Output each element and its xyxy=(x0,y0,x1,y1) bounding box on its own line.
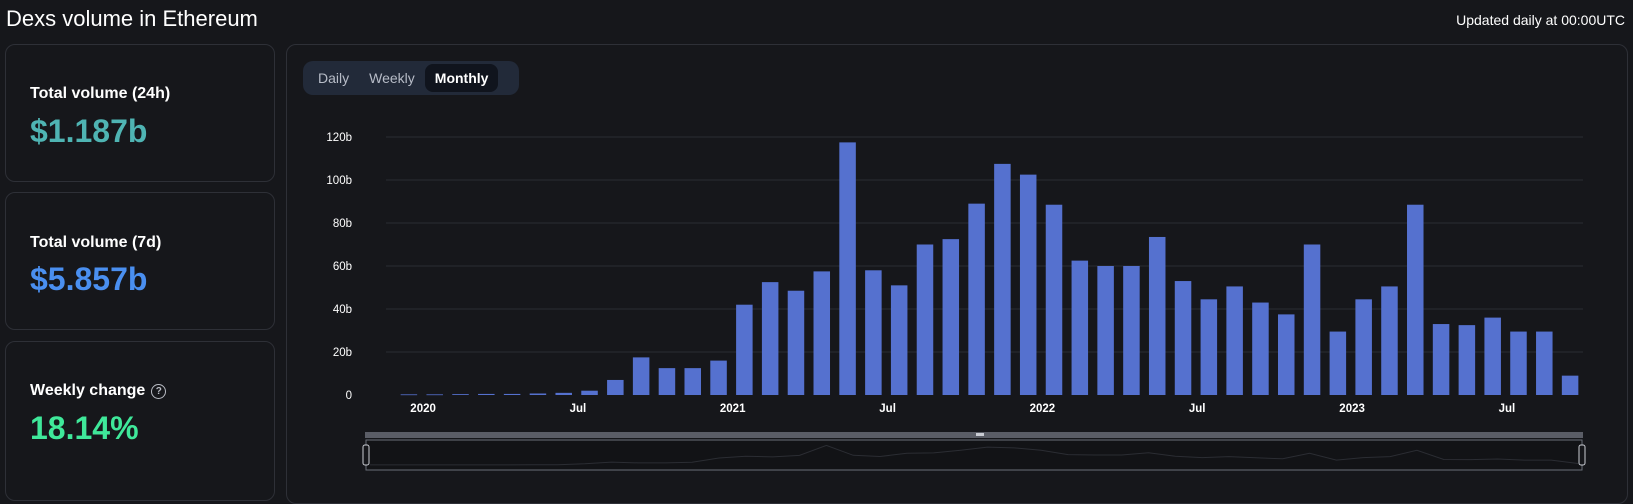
bar[interactable] xyxy=(529,393,547,396)
y-tick-label: 80b xyxy=(333,218,352,230)
x-tick-label: Jul xyxy=(570,403,587,415)
bar[interactable] xyxy=(452,394,469,395)
page-title: Dexs volume in Ethereum xyxy=(6,6,258,31)
bar[interactable] xyxy=(1045,204,1063,395)
bar[interactable] xyxy=(1458,325,1476,396)
bar[interactable] xyxy=(994,163,1011,396)
help-icon[interactable]: ? xyxy=(151,383,167,399)
bar[interactable] xyxy=(1200,299,1218,395)
brush-handle-left[interactable] xyxy=(362,444,370,466)
update-note: Updated daily at 00:00UTC xyxy=(1456,12,1625,28)
bar[interactable] xyxy=(813,271,831,396)
x-tick-label: Jul xyxy=(879,403,896,415)
bar[interactable] xyxy=(426,394,443,396)
bar[interactable] xyxy=(1329,331,1347,395)
stat-value: 18.14% xyxy=(30,410,139,446)
x-tick-label: Jul xyxy=(1189,403,1206,415)
bar[interactable] xyxy=(1148,236,1166,395)
bar[interactable] xyxy=(632,357,650,396)
bar[interactable] xyxy=(1536,331,1553,395)
brush[interactable] xyxy=(362,432,1586,471)
bar[interactable] xyxy=(503,393,521,395)
y-tick-label: 100b xyxy=(326,175,352,187)
x-tick-label: 2022 xyxy=(1030,403,1056,415)
bar[interactable] xyxy=(1303,244,1321,396)
bar[interactable] xyxy=(1381,286,1398,395)
bar[interactable] xyxy=(942,239,960,396)
bar[interactable] xyxy=(555,392,572,395)
period-tabs: Daily Weekly Monthly xyxy=(303,61,519,95)
bar[interactable] xyxy=(1097,266,1114,395)
bar[interactable] xyxy=(761,282,779,396)
x-tick-label: 2020 xyxy=(410,403,436,415)
y-tick-label: 40b xyxy=(333,304,352,316)
bar[interactable] xyxy=(865,270,882,395)
bar[interactable] xyxy=(1123,266,1140,395)
bars xyxy=(400,142,1579,396)
stat-card-24h: Total volume (24h) $1.187b xyxy=(5,44,275,182)
bar-chart: 0 20b 40b 60b 80b 100b 120b 2020 Jul 2021 Jul 2022… xyxy=(326,132,1586,471)
tab-monthly[interactable]: Monthly xyxy=(424,64,499,92)
stat-label: Weekly change ? xyxy=(30,382,167,400)
y-tick-label: 20b xyxy=(333,347,352,359)
bar[interactable] xyxy=(478,393,495,395)
bar[interactable] xyxy=(1071,260,1089,396)
brush-handle-right[interactable] xyxy=(1578,444,1586,466)
x-tick-label: Jul xyxy=(1499,403,1516,415)
y-tick-label: 60b xyxy=(333,261,352,273)
bar[interactable] xyxy=(890,285,908,395)
bar[interactable] xyxy=(581,390,598,395)
bar[interactable] xyxy=(1226,286,1243,395)
bar[interactable] xyxy=(710,360,727,395)
bar[interactable] xyxy=(968,203,985,395)
bar[interactable] xyxy=(658,368,676,396)
bar[interactable] xyxy=(839,142,856,396)
bar[interactable] xyxy=(1561,375,1579,395)
bar[interactable] xyxy=(916,244,934,396)
y-tick-label: 0 xyxy=(346,390,352,402)
brush-grip[interactable] xyxy=(976,433,984,436)
stat-value: $1.187b xyxy=(30,113,148,149)
bar[interactable] xyxy=(1510,331,1527,395)
y-axis: 0 20b 40b 60b 80b 100b 120b xyxy=(326,132,352,402)
bar[interactable] xyxy=(607,379,624,395)
bar[interactable] xyxy=(736,304,753,395)
brush-preview xyxy=(370,444,1579,466)
bar[interactable] xyxy=(787,290,805,395)
x-axis: 2020 Jul 2021 Jul 2022 Jul 2023 Jul xyxy=(410,403,1515,415)
tab-weekly[interactable]: Weekly xyxy=(369,70,415,86)
bar[interactable] xyxy=(684,368,701,396)
x-tick-label: 2023 xyxy=(1339,403,1365,415)
brush-track xyxy=(365,432,1583,438)
stat-label: Total volume (24h) xyxy=(30,85,171,102)
tab-daily[interactable]: Daily xyxy=(318,70,350,86)
stat-value: $5.857b xyxy=(30,261,148,297)
bar[interactable] xyxy=(1174,281,1192,395)
bar[interactable] xyxy=(1252,302,1269,395)
brush-window[interactable] xyxy=(365,439,1583,471)
stat-card-7d: Total volume (7d) $5.857b xyxy=(5,192,275,330)
stat-label: Total volume (7d) xyxy=(30,234,162,251)
bar[interactable] xyxy=(1432,324,1450,395)
bar[interactable] xyxy=(400,394,418,396)
bar[interactable] xyxy=(1484,317,1501,395)
x-tick-label: 2021 xyxy=(720,403,746,415)
bar[interactable] xyxy=(1407,204,1424,395)
stat-card-weekly-change: Weekly change ? 18.14% xyxy=(5,341,275,501)
bar[interactable] xyxy=(1019,174,1037,396)
y-tick-label: 120b xyxy=(326,132,352,144)
bar[interactable] xyxy=(1355,299,1372,395)
bar[interactable] xyxy=(1277,314,1295,396)
